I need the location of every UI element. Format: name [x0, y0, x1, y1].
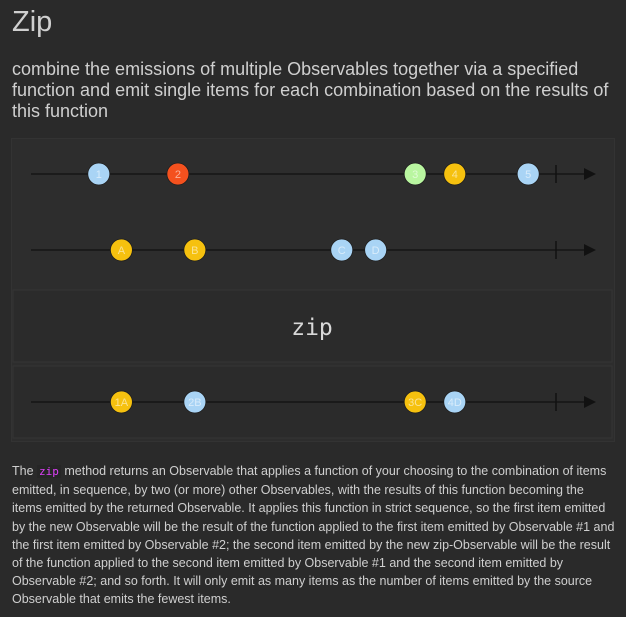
marble-label: A	[118, 245, 126, 257]
timeline-arrow	[584, 244, 596, 256]
marble-label: 5	[525, 169, 531, 181]
marble-B	[183, 238, 207, 262]
marble-3C	[403, 390, 427, 414]
operator-description: The zip method returns an Observable tha…	[12, 462, 616, 609]
marble-2B	[183, 390, 207, 414]
marble-label: D	[372, 245, 380, 257]
marble-1A	[110, 390, 133, 414]
timeline-arrow	[584, 168, 596, 180]
page-title: Zip	[12, 6, 53, 38]
marble-label: 3	[412, 169, 418, 181]
marble-diagram: zip 1 2 3 4 5 A B C D 1A 2B 3C 4D	[11, 138, 615, 442]
marble-label: C	[338, 245, 346, 257]
marble-1	[87, 162, 111, 186]
marble-label: B	[191, 245, 198, 257]
marble-label: 1A	[115, 397, 129, 409]
marble-4D	[443, 390, 467, 414]
marble-diagram-svg: zip 1 2 3 4 5 A B C D 1A 2B 3C 4D	[12, 162, 613, 439]
marble-D	[364, 238, 388, 262]
description-text: method returns an Observable that applie…	[12, 464, 615, 607]
operator-box	[12, 289, 613, 363]
marble-label: 4D	[448, 397, 462, 409]
marble-3	[403, 162, 427, 186]
page-subtitle: combine the emissions of multiple Observ…	[12, 59, 609, 121]
marble-label: 2B	[188, 397, 201, 409]
marble-C	[330, 238, 354, 262]
operator-label: zip	[291, 315, 333, 341]
marble-label: 2	[175, 169, 181, 181]
marble-label: 3C	[408, 397, 422, 409]
marble-5	[516, 162, 540, 186]
marble-label: 1	[96, 169, 102, 181]
description-prefix: The	[12, 464, 38, 478]
marble-4	[443, 162, 467, 186]
marble-A	[110, 238, 133, 262]
marble-label: 4	[452, 169, 458, 181]
timeline-arrow	[584, 396, 596, 408]
marble-2	[166, 162, 190, 186]
operator-code: zip	[37, 465, 61, 478]
